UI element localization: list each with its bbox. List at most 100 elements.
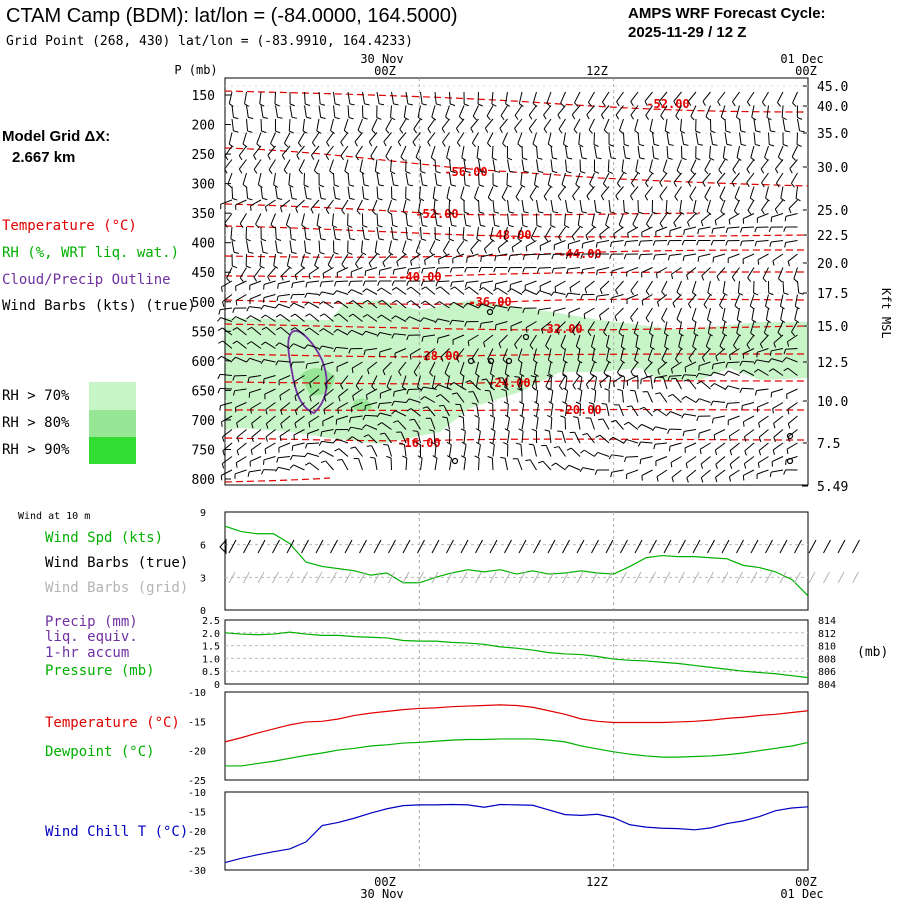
wind-barb	[747, 267, 755, 282]
wind-barb	[661, 307, 668, 323]
wind-barb-flag	[795, 305, 800, 310]
wind-barb	[645, 172, 653, 188]
wind-barb-staff	[437, 334, 450, 339]
wind-barb-flag	[653, 157, 659, 160]
wind-barb-staff	[427, 118, 436, 129]
wind-barb-staff	[631, 405, 639, 417]
wind-barb-grid	[446, 571, 453, 584]
wind-barb-staff	[679, 199, 682, 212]
wind-barb-flag	[435, 267, 438, 274]
wind-barb	[347, 105, 354, 120]
wind-barb	[627, 226, 639, 239]
wind-barb-staff	[335, 280, 349, 283]
wind-barb	[739, 240, 755, 246]
wind-barb	[753, 118, 761, 133]
wind-barb-staff	[438, 384, 450, 390]
wind-barb-flag	[413, 128, 418, 134]
wind-barb	[391, 287, 407, 295]
wind-barb	[563, 132, 569, 148]
wind-barb-staff	[536, 199, 540, 212]
wind-barb	[577, 348, 583, 364]
wind-barb-flag	[399, 442, 405, 446]
wind-barb-staff	[395, 315, 407, 322]
wind-barb-true	[431, 539, 440, 554]
wind-barb	[560, 415, 566, 430]
wind-barb-flag	[471, 358, 476, 363]
wind-barb-flag	[260, 305, 265, 310]
wind-barb-flag	[449, 301, 454, 306]
wind-barb	[228, 91, 234, 107]
wind-barb	[320, 460, 334, 471]
wind-barb-staff	[307, 292, 320, 295]
wind-barb-staff	[536, 390, 539, 403]
wind-barb	[268, 159, 276, 174]
wind-barb-flag	[444, 372, 450, 377]
wind-barb-staff	[394, 388, 407, 393]
wind-barb	[589, 172, 595, 188]
wind-barb-staff	[637, 132, 640, 145]
wind-barb-flag	[422, 184, 428, 187]
wind-barb-flag	[270, 143, 275, 148]
wind-barb-flag	[664, 130, 670, 134]
wind-barb-staff	[382, 253, 392, 263]
wind-barb-flag	[577, 387, 583, 392]
wind-barb-staff	[611, 454, 624, 457]
wind-barb-flag	[606, 374, 611, 378]
wind-barb	[492, 304, 508, 310]
wind-barb-staff	[650, 377, 653, 390]
wind-barb	[783, 226, 798, 232]
wind-barb-staff	[536, 145, 539, 158]
legend-rh90-label: RH > 90%	[2, 442, 70, 458]
wind-barb-flag	[710, 371, 714, 377]
wind-barb-flag	[348, 313, 354, 318]
wind-barb-staff	[560, 334, 566, 347]
wind-barb	[244, 91, 250, 107]
wind-barb	[792, 91, 798, 107]
wind-barb-flag	[538, 170, 544, 173]
wind-barb-staff	[525, 321, 537, 329]
wind-barb	[435, 267, 450, 274]
wind-barb-flag	[780, 305, 785, 310]
wind-barb	[710, 118, 716, 134]
wind-barb	[521, 159, 529, 173]
wind-barb-flag	[729, 450, 733, 456]
wind-barb	[787, 334, 798, 347]
wind-barb	[218, 340, 233, 349]
wind-barb	[659, 186, 668, 201]
wind-barb-staff	[532, 132, 537, 145]
xsec-frame	[224, 77, 809, 486]
wind-barb-flag	[572, 195, 576, 201]
wind-barb-staff	[478, 159, 481, 172]
wind-barb-flag	[235, 462, 238, 468]
wind-barb	[548, 401, 554, 417]
wind-barb-staff	[280, 415, 291, 425]
model-grid-label: Model Grid ΔX:	[2, 128, 110, 145]
wind-barb-flag	[701, 275, 705, 281]
wind-barb-staff	[764, 294, 769, 307]
wind-barb-flag	[565, 253, 569, 259]
wind-barb	[621, 159, 627, 175]
wind-barb-flag	[310, 208, 314, 214]
wind-barb-staff	[729, 469, 740, 478]
wind-barb-staff	[547, 571, 555, 584]
wind-barb	[686, 267, 697, 280]
wind-barb-staff	[692, 571, 700, 584]
wind-barb-staff	[776, 91, 784, 103]
wind-barb-staff	[498, 334, 508, 344]
wind-barb	[522, 307, 537, 314]
wind-barb-flag	[586, 195, 590, 201]
wind-barb	[377, 314, 392, 322]
wind-barb-flag	[595, 434, 601, 438]
wind-barb-flag	[768, 358, 772, 363]
wind-barb-staff	[772, 368, 784, 376]
wind-barb-flag	[746, 344, 751, 350]
wind-barb	[698, 429, 711, 439]
wind-barb	[275, 314, 291, 322]
wind-barb-flag	[774, 208, 779, 214]
wind-barb-flag	[598, 418, 604, 421]
wind-barb	[667, 240, 682, 246]
wind-barb-staff	[645, 213, 653, 225]
wind-barb-true	[591, 539, 599, 554]
wind-barb	[444, 361, 450, 377]
wind-barb-flag	[682, 255, 685, 262]
